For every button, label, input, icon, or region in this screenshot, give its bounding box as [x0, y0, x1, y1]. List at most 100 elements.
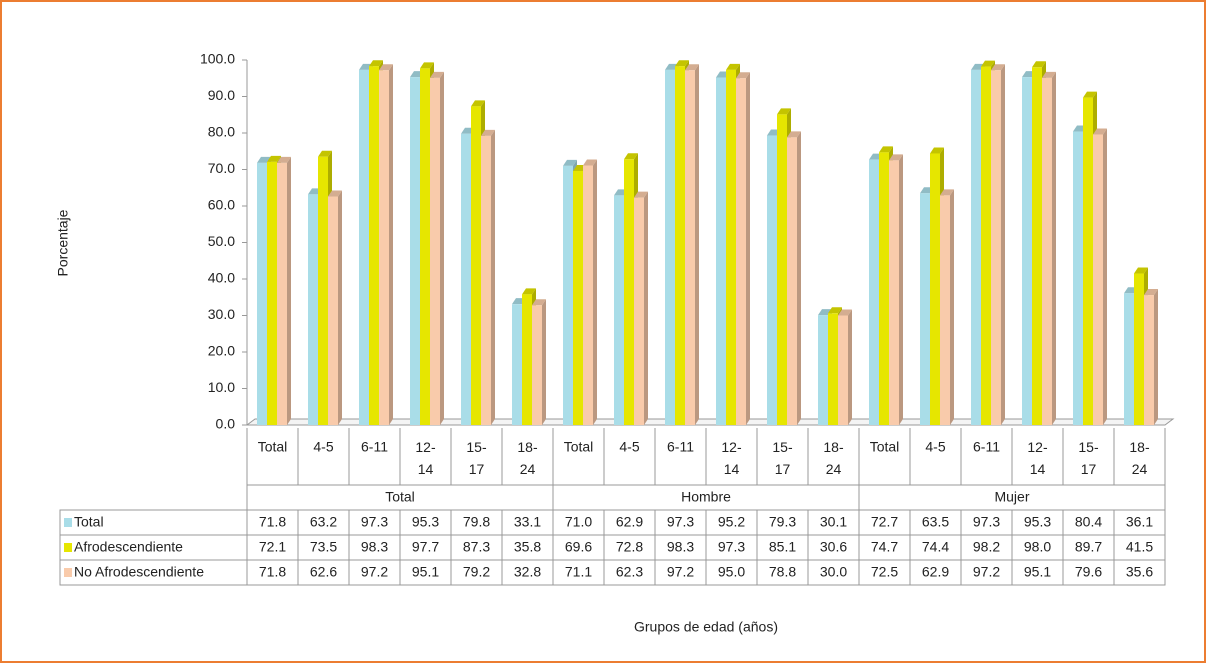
data-label: 78.8	[769, 564, 796, 580]
bar-top	[267, 155, 281, 162]
bar-top	[828, 307, 842, 314]
group-label: Mujer	[994, 489, 1029, 505]
data-label: 71.8	[259, 564, 286, 580]
bar-front	[777, 114, 787, 425]
data-label: 95.2	[718, 514, 745, 530]
category-label: 4-5	[313, 439, 333, 455]
bar-side	[950, 189, 954, 425]
bar-top	[624, 153, 638, 160]
category-label: 12-14	[1027, 439, 1048, 477]
bar-front	[716, 77, 726, 426]
bar-front	[1083, 97, 1093, 425]
y-tick-label: 50.0	[208, 233, 235, 249]
bar-front	[512, 304, 522, 425]
bar-top	[318, 150, 332, 157]
bar-top	[981, 60, 995, 67]
bar-top	[634, 191, 648, 198]
data-label: 72.5	[871, 564, 898, 580]
data-label: 97.3	[718, 539, 745, 555]
bar-front	[838, 315, 848, 425]
y-tick-label: 20.0	[208, 343, 235, 359]
bar-top	[522, 288, 536, 295]
bar-top	[583, 159, 597, 166]
data-label: 69.6	[565, 539, 592, 555]
bar-top	[1144, 289, 1158, 296]
bar	[583, 159, 597, 426]
bar-top	[940, 189, 954, 196]
data-label: 97.7	[412, 539, 439, 555]
bar	[1093, 128, 1107, 425]
bar-front	[736, 78, 746, 425]
bar-front	[726, 69, 736, 425]
bar-top	[1093, 128, 1107, 135]
bar-top	[675, 60, 689, 67]
bar-front	[767, 135, 777, 425]
data-label: 74.7	[871, 539, 898, 555]
bar-front	[920, 193, 930, 425]
bar-front	[685, 70, 695, 425]
bar	[991, 64, 1005, 425]
category-label: Total	[564, 439, 594, 455]
data-label: 95.0	[718, 564, 745, 580]
bar-front	[308, 194, 318, 425]
bar	[889, 154, 903, 425]
x-axis-label: Grupos de edad (años)	[634, 619, 778, 635]
data-label: 95.3	[1024, 514, 1051, 530]
group-label: Hombre	[681, 489, 731, 505]
data-label: 72.7	[871, 514, 898, 530]
data-label: 71.8	[259, 514, 286, 530]
data-label: 32.8	[514, 564, 541, 580]
data-label: 97.2	[361, 564, 388, 580]
data-label: 35.6	[1126, 564, 1153, 580]
bar-front	[787, 137, 797, 425]
category-label: 15-17	[772, 439, 793, 477]
category-label: 18-24	[517, 439, 538, 477]
data-label: 79.3	[769, 514, 796, 530]
data-label: 98.2	[973, 539, 1000, 555]
bar-front	[889, 160, 899, 425]
data-label: 63.2	[310, 514, 337, 530]
bar-front	[1022, 77, 1032, 425]
data-label: 95.1	[1024, 564, 1051, 580]
data-label: 89.7	[1075, 539, 1102, 555]
bar-front	[532, 305, 542, 425]
y-tick-label: 100.0	[200, 51, 235, 67]
bar-front	[430, 77, 440, 425]
data-label: 98.3	[361, 539, 388, 555]
y-tick-label: 10.0	[208, 379, 235, 395]
data-label: 79.2	[463, 564, 490, 580]
data-label: 35.8	[514, 539, 541, 555]
bar	[940, 189, 954, 425]
bar-front	[971, 69, 981, 425]
data-label: 97.3	[361, 514, 388, 530]
bar-top	[379, 64, 393, 71]
bar-top	[532, 299, 546, 306]
bar-top	[1134, 267, 1148, 274]
y-axis-label: Porcentaje	[55, 209, 71, 276]
bar	[1042, 71, 1056, 425]
category-label: 6-11	[361, 439, 388, 455]
bar-front	[675, 66, 685, 425]
data-label: 30.6	[820, 539, 847, 555]
data-label: 79.6	[1075, 564, 1102, 580]
y-tick-label: 80.0	[208, 124, 235, 140]
data-label: 41.5	[1126, 539, 1153, 555]
y-tick-label: 40.0	[208, 270, 235, 286]
data-label: 98.3	[667, 539, 694, 555]
bar-side	[491, 129, 495, 426]
bar-front	[461, 133, 471, 426]
data-label: 71.0	[565, 514, 592, 530]
bar-front	[583, 165, 593, 426]
bar-side	[1001, 64, 1005, 425]
bar-side	[1103, 128, 1107, 425]
category-label: Total	[870, 439, 900, 455]
data-label: 62.9	[616, 514, 643, 530]
bar-top	[879, 146, 893, 153]
bar-front	[940, 195, 950, 425]
bar-top	[481, 129, 495, 136]
bar-top	[930, 147, 944, 154]
bar-front	[369, 66, 379, 425]
data-label: 71.1	[565, 564, 592, 580]
bar	[736, 72, 750, 425]
y-tick-label: 0.0	[216, 416, 236, 432]
